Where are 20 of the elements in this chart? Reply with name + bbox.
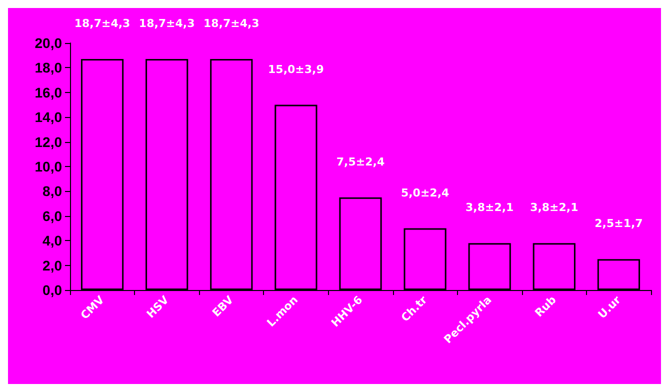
data-label: 7,5±2,4 <box>336 155 385 168</box>
y-tick-label: 10,0 <box>34 158 62 174</box>
data-label: 18,7±4,3 <box>203 17 260 30</box>
y-tick-label: 2,0 <box>42 257 62 274</box>
y-tick-label: 0,0 <box>42 282 62 298</box>
y-tick-label: 14,0 <box>34 109 62 126</box>
data-label: 15,0±3,9 <box>268 62 324 76</box>
y-tick-label: 6,0 <box>42 208 62 224</box>
y-tick-label: 18,0 <box>34 60 62 76</box>
data-label: 3,8±2,1 <box>466 201 514 214</box>
y-tick-label: 16,0 <box>34 84 62 100</box>
y-tick-label: 12,0 <box>34 134 62 150</box>
y-tick-label: 8,0 <box>42 183 62 200</box>
data-label: 18,7±4,3 <box>74 17 130 30</box>
y-tick-label: 20,0 <box>34 35 62 51</box>
data-label: 5,0±2,4 <box>400 186 450 200</box>
y-tick-label: 4,0 <box>42 232 62 249</box>
data-label: 2,5±1,7 <box>594 217 643 230</box>
data-label: 18,7±4,3 <box>138 17 195 30</box>
data-label: 3,8±2,1 <box>530 201 578 214</box>
